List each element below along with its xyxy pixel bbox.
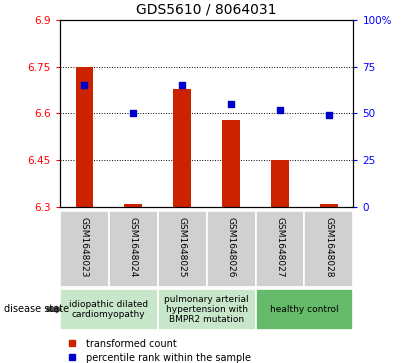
Point bbox=[179, 82, 185, 88]
Text: GSM1648024: GSM1648024 bbox=[129, 217, 138, 277]
Bar bbox=[60, 211, 109, 287]
Text: pulmonary arterial
hypertension with
BMPR2 mutation: pulmonary arterial hypertension with BMP… bbox=[164, 294, 249, 325]
Bar bbox=[206, 211, 256, 287]
Text: GSM1648025: GSM1648025 bbox=[178, 217, 187, 277]
Text: GSM1648026: GSM1648026 bbox=[226, 217, 236, 277]
Bar bbox=[125, 204, 142, 207]
Bar bbox=[271, 160, 289, 207]
Text: GSM1648027: GSM1648027 bbox=[275, 217, 284, 277]
Text: idiopathic dilated
cardiomyopathy: idiopathic dilated cardiomyopathy bbox=[69, 300, 148, 319]
Point bbox=[81, 82, 88, 88]
Point bbox=[228, 101, 234, 107]
Bar bbox=[157, 211, 206, 287]
Bar bbox=[157, 289, 256, 330]
Bar bbox=[256, 289, 353, 330]
Point bbox=[326, 113, 332, 118]
Bar bbox=[321, 204, 337, 207]
Text: GSM1648028: GSM1648028 bbox=[324, 217, 333, 277]
Bar bbox=[222, 120, 240, 207]
Text: disease state: disease state bbox=[4, 305, 69, 314]
Bar bbox=[173, 89, 191, 207]
Bar bbox=[60, 289, 157, 330]
Text: GSM1648023: GSM1648023 bbox=[80, 217, 89, 277]
Bar bbox=[76, 67, 92, 207]
Point bbox=[277, 107, 283, 113]
Text: healthy control: healthy control bbox=[270, 305, 339, 314]
Point bbox=[130, 110, 136, 116]
Legend: transformed count, percentile rank within the sample: transformed count, percentile rank withi… bbox=[58, 335, 254, 363]
Bar bbox=[256, 211, 305, 287]
Bar bbox=[305, 211, 353, 287]
Bar bbox=[109, 211, 157, 287]
Title: GDS5610 / 8064031: GDS5610 / 8064031 bbox=[136, 2, 277, 16]
